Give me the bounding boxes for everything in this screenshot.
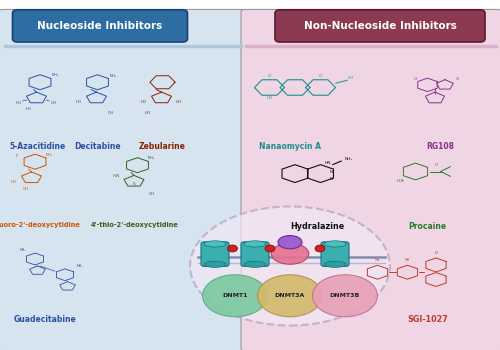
Text: RG108: RG108 bbox=[426, 142, 454, 151]
Ellipse shape bbox=[271, 243, 309, 264]
Text: OH: OH bbox=[348, 76, 354, 80]
Text: F: F bbox=[16, 154, 18, 158]
Text: N: N bbox=[330, 170, 332, 174]
Ellipse shape bbox=[202, 275, 268, 317]
Text: HO: HO bbox=[26, 107, 32, 111]
Text: DNMT3A: DNMT3A bbox=[275, 293, 305, 298]
Ellipse shape bbox=[204, 241, 226, 247]
Text: Nanaomycin A: Nanaomycin A bbox=[259, 142, 321, 151]
Circle shape bbox=[228, 245, 237, 252]
Text: NH₂: NH₂ bbox=[52, 74, 59, 77]
Ellipse shape bbox=[244, 241, 266, 247]
Text: OH: OH bbox=[22, 187, 28, 191]
Text: O: O bbox=[435, 163, 438, 167]
Circle shape bbox=[265, 245, 275, 252]
Text: O: O bbox=[456, 77, 459, 81]
Text: DNMT3B: DNMT3B bbox=[330, 293, 360, 298]
Text: OH: OH bbox=[108, 111, 114, 115]
Text: NH₂: NH₂ bbox=[19, 248, 26, 252]
Text: NH₂: NH₂ bbox=[345, 157, 353, 161]
Text: S: S bbox=[132, 182, 136, 186]
Text: NH₂: NH₂ bbox=[46, 153, 52, 157]
Ellipse shape bbox=[278, 236, 302, 249]
Text: HO: HO bbox=[10, 180, 16, 184]
Text: O: O bbox=[319, 74, 322, 78]
Text: H₂N: H₂N bbox=[396, 179, 404, 183]
Text: DNMT1: DNMT1 bbox=[222, 293, 248, 298]
Text: NH₂: NH₂ bbox=[76, 264, 84, 268]
Text: 4'-thio-2'-deoxycytidine: 4'-thio-2'-deoxycytidine bbox=[91, 222, 179, 228]
Text: OH: OH bbox=[50, 101, 56, 105]
Ellipse shape bbox=[190, 206, 390, 326]
Text: Hydralazine: Hydralazine bbox=[290, 222, 344, 231]
Text: SGI-1027: SGI-1027 bbox=[407, 315, 448, 324]
Text: HO: HO bbox=[140, 100, 146, 104]
Text: NH: NH bbox=[405, 258, 410, 262]
Text: N: N bbox=[434, 251, 438, 255]
Text: HN: HN bbox=[325, 161, 331, 164]
Text: NH₂: NH₂ bbox=[148, 156, 155, 160]
Text: Zebularine: Zebularine bbox=[139, 142, 186, 151]
Ellipse shape bbox=[324, 241, 346, 247]
Text: Nucleoside Inhibitors: Nucleoside Inhibitors bbox=[38, 21, 162, 31]
Text: OH: OH bbox=[176, 100, 182, 104]
Text: NH₂: NH₂ bbox=[110, 74, 116, 78]
FancyBboxPatch shape bbox=[321, 242, 349, 266]
Text: 5-Azacitidine: 5-Azacitidine bbox=[10, 142, 66, 151]
Ellipse shape bbox=[244, 261, 266, 267]
Text: OH: OH bbox=[149, 192, 155, 196]
FancyBboxPatch shape bbox=[12, 10, 188, 42]
Text: HO: HO bbox=[16, 101, 22, 105]
Text: H₂N: H₂N bbox=[112, 174, 120, 179]
FancyBboxPatch shape bbox=[275, 10, 485, 42]
Text: Guadecitabine: Guadecitabine bbox=[14, 315, 76, 324]
Text: Procaine: Procaine bbox=[408, 222, 447, 231]
Ellipse shape bbox=[258, 275, 322, 317]
Ellipse shape bbox=[204, 261, 226, 267]
Text: O: O bbox=[414, 77, 416, 81]
Text: NH₂: NH₂ bbox=[374, 258, 381, 262]
Text: Decitabine: Decitabine bbox=[74, 142, 121, 151]
Text: 5-Fluoro-2'-deoxycytidine: 5-Fluoro-2'-deoxycytidine bbox=[0, 222, 80, 228]
Ellipse shape bbox=[324, 261, 346, 267]
Circle shape bbox=[315, 245, 325, 252]
FancyBboxPatch shape bbox=[241, 9, 500, 350]
FancyBboxPatch shape bbox=[201, 242, 229, 266]
Text: HO: HO bbox=[144, 111, 150, 115]
Text: HO: HO bbox=[76, 100, 82, 104]
FancyBboxPatch shape bbox=[241, 242, 269, 266]
FancyBboxPatch shape bbox=[0, 9, 246, 350]
Ellipse shape bbox=[312, 275, 378, 317]
Text: Non-Nucleoside Inhibitors: Non-Nucleoside Inhibitors bbox=[304, 21, 456, 31]
Text: O: O bbox=[268, 74, 271, 78]
Text: HO: HO bbox=[266, 96, 272, 100]
Text: N: N bbox=[330, 177, 332, 181]
